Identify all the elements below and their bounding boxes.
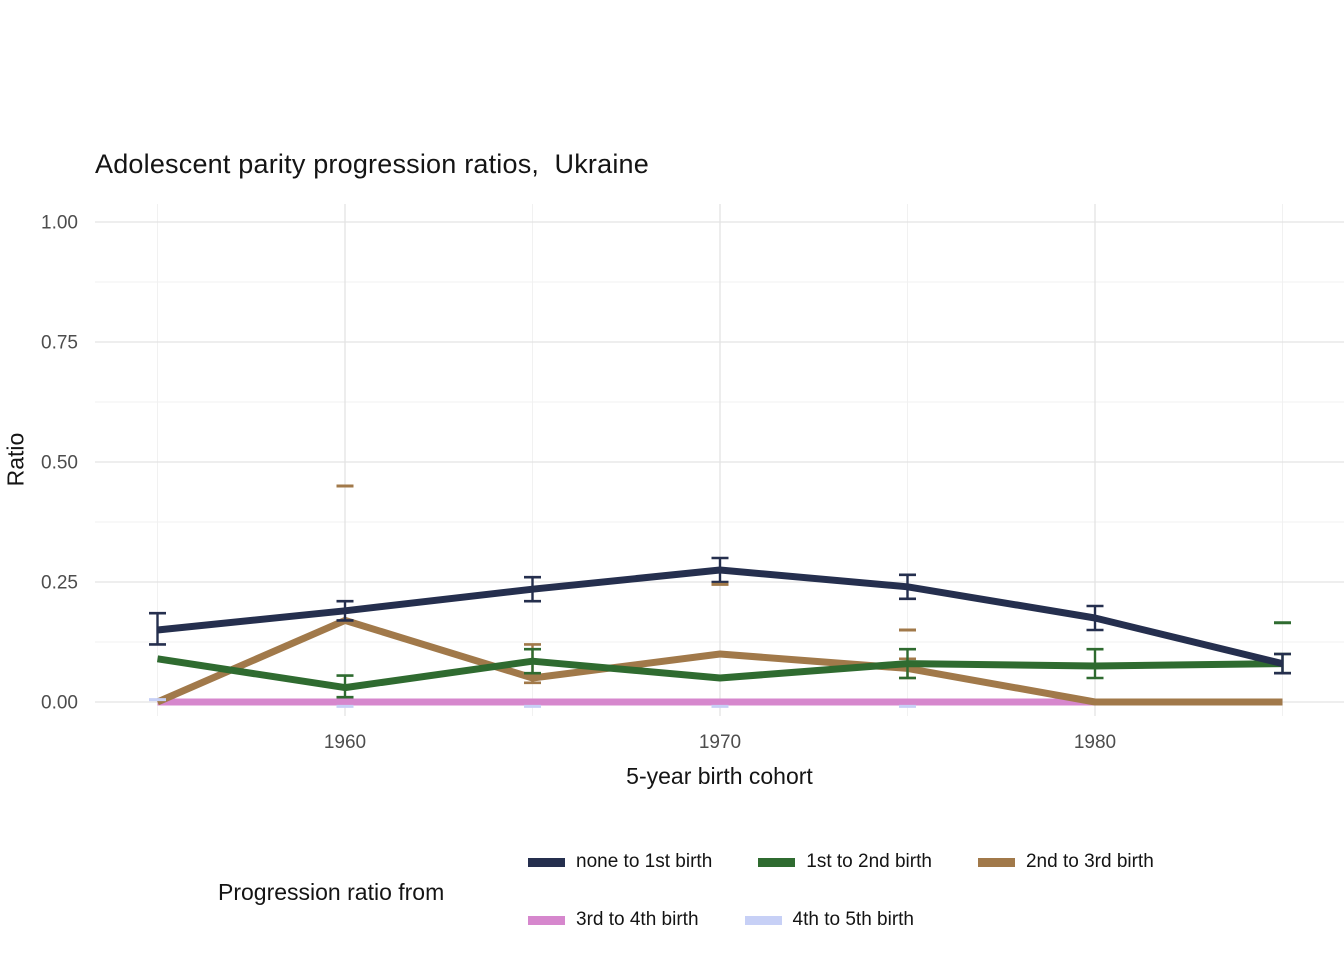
series-line-none-to-1st-birth — [157, 566, 1284, 668]
y-tick-label: 0.50 — [41, 453, 78, 474]
gridlines — [95, 204, 1344, 716]
legend-item-4th-to-5th-birth: 4th to 5th birth — [744, 909, 914, 931]
legend-item-label: 2nd to 3rd birth — [1025, 851, 1154, 872]
legend-key-swatch — [744, 915, 782, 925]
x-tick-label: 1960 — [324, 732, 366, 753]
legend-key-swatch — [977, 857, 1015, 867]
legend-title: Progression ratio from — [218, 879, 445, 905]
legend-item-label: 4th to 5th birth — [792, 909, 914, 930]
chart-title: Adolescent parity progression ratios, Uk… — [95, 149, 649, 179]
legend-key-swatch — [528, 857, 565, 867]
y-axis-label: Ratio — [2, 432, 29, 487]
legend-key-swatch — [758, 857, 796, 867]
legend-row-2: 3rd to 4th birth 4th to 5th birth — [528, 909, 1154, 931]
legend-item-label: none to 1st birth — [576, 851, 713, 872]
x-tick-label: 1970 — [699, 732, 741, 753]
legend-item-none-to-1st-birth: none to 1st birth — [528, 851, 712, 873]
legend-item-label: 1st to 2nd birth — [806, 851, 932, 872]
x-tick-label: 1980 — [1074, 732, 1116, 753]
detached-error-caps — [149, 484, 1291, 708]
legend: none to 1st birth 1st to 2nd birth 2nd to … — [528, 851, 1154, 960]
y-tick-label: 1.00 — [41, 213, 78, 234]
y-tick-label: 0.25 — [41, 573, 78, 594]
x-axis-label: 5-year birth cohort — [626, 763, 813, 789]
y-tick-label: 0.00 — [41, 693, 78, 714]
legend-item-1st-to-2nd-birth: 1st to 2nd birth — [758, 851, 932, 873]
legend-item-2nd-to-3rd-birth: 2nd to 3rd birth — [977, 851, 1154, 873]
legend-key-swatch — [528, 915, 565, 925]
legend-row-1: none to 1st birth 1st to 2nd birth 2nd to … — [528, 851, 1154, 873]
y-tick-label: 0.75 — [41, 333, 78, 354]
series-line-1st-to-2nd-birth — [156, 655, 1283, 692]
axis-tick-labels: 1.00 0.75 0.50 0.25 0.00 1960 1970 1980 — [41, 213, 1116, 754]
legend-item-label: 3rd to 4th birth — [576, 909, 699, 930]
series-none-to-1st-birth — [149, 556, 1291, 675]
legend-item-3rd-to-4th-birth: 3rd to 4th birth — [528, 909, 699, 931]
